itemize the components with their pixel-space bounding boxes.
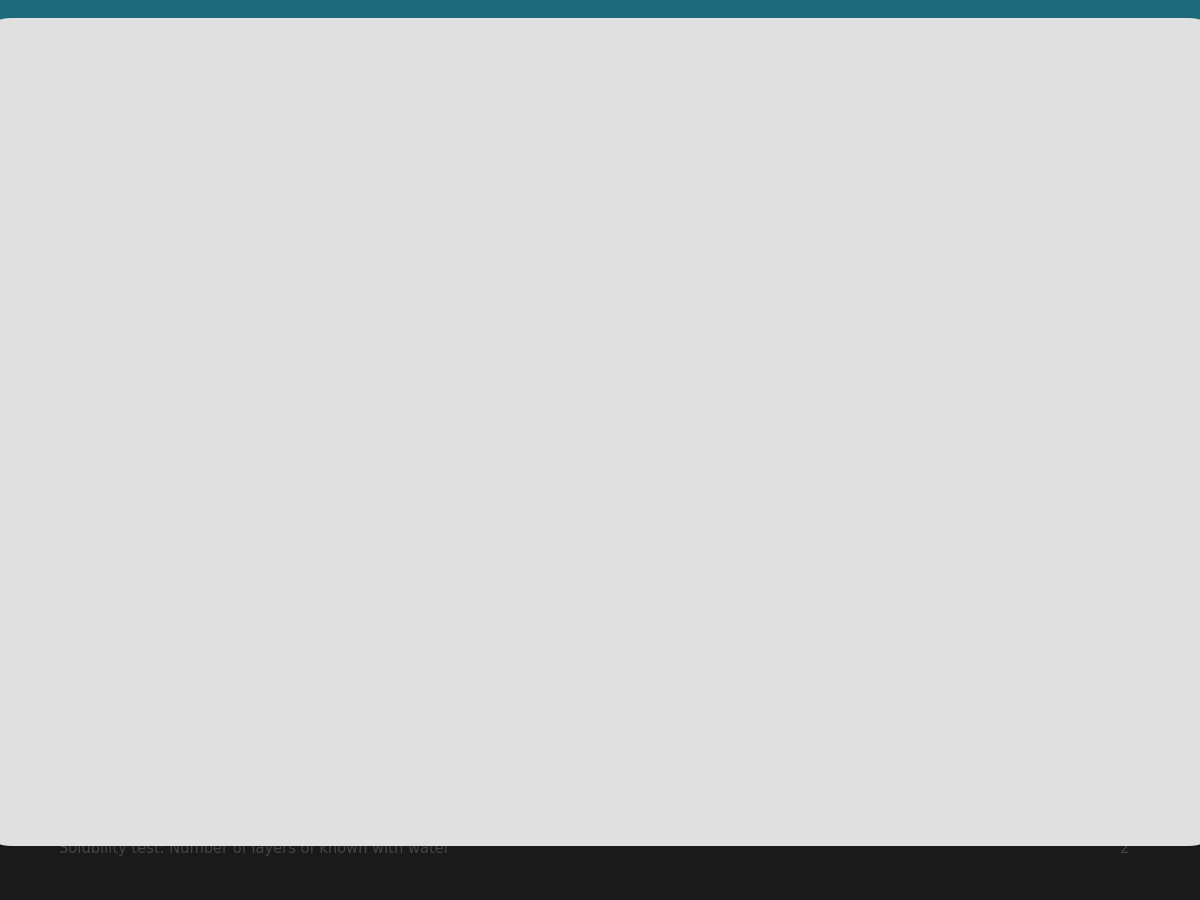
Text: 2.0: 2.0 xyxy=(1105,807,1129,823)
Text: 0.180: 0.180 xyxy=(1087,403,1129,418)
Text: Solubility test: volume of water mixed with known sample (mL): Solubility test: volume of water mixed w… xyxy=(59,807,523,823)
Text: Solubility test: Number of layers of known with water: Solubility test: Number of layers of kno… xyxy=(59,841,450,856)
Text: Density test: mass of known sample (g): Density test: mass of known sample (g) xyxy=(59,741,350,756)
Text: Temperature when boiling of known is stabilized (°C):: Temperature when boiling of known is sta… xyxy=(59,674,451,689)
Text: Temperature when unknown started to boil (°C):: Temperature when unknown started to boil… xyxy=(47,232,402,248)
Text: 59: 59 xyxy=(1111,132,1129,148)
Text: 67: 67 xyxy=(1110,266,1129,281)
Text: Characterization of Assumed Known: Characterization of Assumed Known xyxy=(47,568,373,586)
Text: Hexane: Hexane xyxy=(1074,608,1129,623)
Text: Temperature at distillation fraction B (°C):: Temperature at distillation fraction B (… xyxy=(47,166,355,181)
Text: 2: 2 xyxy=(1120,841,1129,856)
Text: 1.0: 1.0 xyxy=(1106,436,1129,452)
Text: 2: 2 xyxy=(1120,503,1129,518)
Text: Organic compound assumed to be unknown:: Organic compound assumed to be unknown: xyxy=(59,608,388,623)
Text: C: C xyxy=(1118,99,1129,114)
Text: Solubility test: volume of known sample (mL): Solubility test: volume of known sample … xyxy=(59,774,391,789)
Text: 59: 59 xyxy=(1111,232,1129,248)
Text: 0.25: 0.25 xyxy=(1097,707,1129,723)
Text: Unknown compound assigned:: Unknown compound assigned: xyxy=(47,99,272,114)
Text: 2.0: 2.0 xyxy=(1105,470,1129,485)
Text: Solubility test: volume of unknown distillate fraction B (mL): Solubility test: volume of unknown disti… xyxy=(59,436,496,452)
Text: 69: 69 xyxy=(1111,199,1129,214)
Text: 1.0: 1.0 xyxy=(1106,774,1129,789)
Text: Temperature at distillation fraction C (°C):: Temperature at distillation fraction C (… xyxy=(47,199,355,214)
Text: Density and Solubility of Unknown: Density and Solubility of Unknown xyxy=(47,330,356,348)
Text: Density test: volume of known sample (mL): Density test: volume of known sample (mL… xyxy=(59,707,379,723)
Text: Solubility test: volume of water mixed with unknown (mL): Solubility test: volume of water mixed w… xyxy=(59,470,484,485)
Text: 60: 60 xyxy=(1110,641,1129,656)
Text: 67: 67 xyxy=(1110,166,1129,181)
Text: 66: 66 xyxy=(1111,674,1129,689)
Text: 0.180: 0.180 xyxy=(1087,741,1129,756)
Text: Temperature when boiling of unknown is stabilized (°C):: Temperature when boiling of unknown is s… xyxy=(47,266,458,281)
Text: Solubility test: Number of layers of unknown with water: Solubility test: Number of layers of unk… xyxy=(59,503,469,518)
Text: Temperature when known started to boil (°C):: Temperature when known started to boil (… xyxy=(59,641,395,656)
Text: Distillation and Boiling Point of Unknown: Distillation and Boiling Point of Unknow… xyxy=(47,59,413,77)
Text: Density test: volume of unknown distillate fraction B (mL): Density test: volume of unknown distilla… xyxy=(59,370,484,385)
Text: Density test: mass of unknown distillate fraction B (g): Density test: mass of unknown distillate… xyxy=(59,403,455,418)
Text: 0.25: 0.25 xyxy=(1097,370,1129,385)
Text: Temperature at distillation fraction A (°C):: Temperature at distillation fraction A (… xyxy=(47,132,355,148)
